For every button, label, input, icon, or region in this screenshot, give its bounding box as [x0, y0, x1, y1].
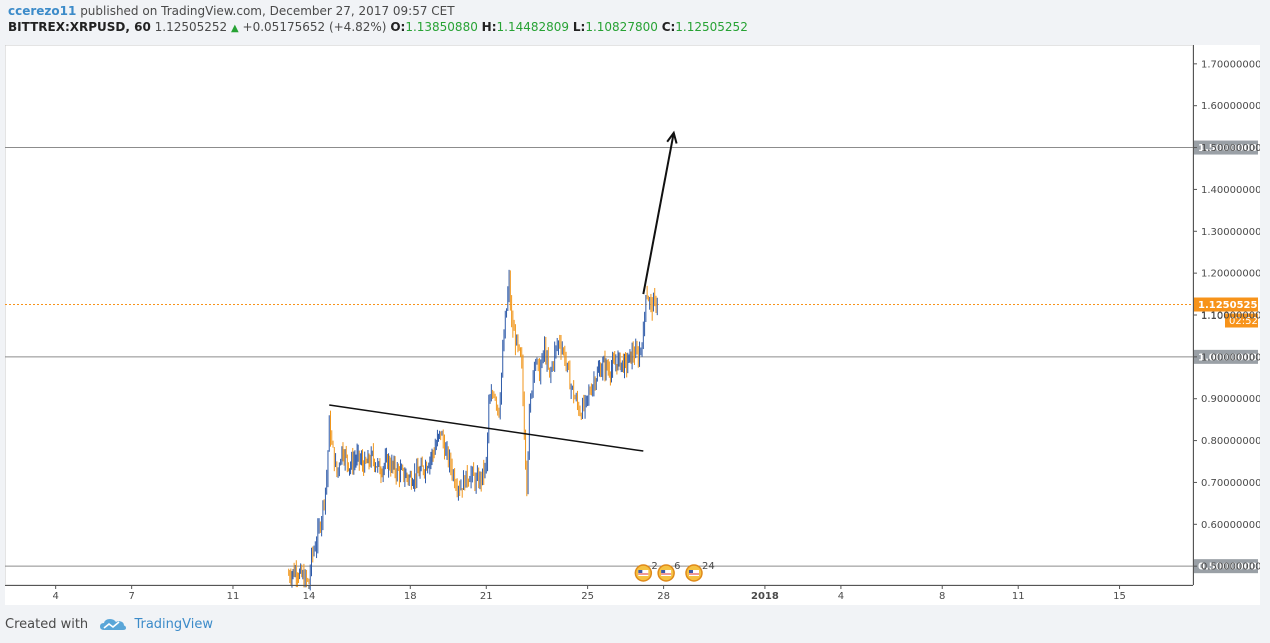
x-tick-label: 4	[838, 591, 844, 602]
x-tick-label: 21	[480, 591, 493, 602]
axes: 0.50000000 0.60000000 0.70000000 0.80000000…	[5, 45, 1260, 602]
drawings	[329, 130, 678, 452]
flag-stripe-bg	[688, 570, 699, 576]
horizontal-levels: 0.50000000 1.00000000 1.50000000 1.12505252…	[5, 140, 1260, 574]
y-tick-label: 1.40000000	[1201, 185, 1260, 196]
level-price-label: 1.00000000	[1198, 352, 1260, 363]
arrow-head	[666, 130, 678, 144]
grid	[5, 45, 1194, 586]
publish-line: ccerezo11 published on TradingView.com, …	[8, 3, 1258, 19]
event-count: 6	[674, 561, 680, 572]
event-count: 24	[702, 561, 715, 572]
symbol-label[interactable]: BITTREX:XRPUSD, 60	[8, 20, 151, 34]
current-price-badge	[1194, 297, 1258, 312]
x-tick-label: 11	[227, 591, 240, 602]
y-tick-label: 1.00000000	[1201, 352, 1260, 363]
y-tick-label: 1.20000000	[1201, 269, 1260, 280]
flag-stripe-bg	[638, 570, 649, 576]
x-tick-label: 2018	[751, 591, 779, 602]
chart-header: ccerezo11 published on TradingView.com, …	[8, 3, 1258, 37]
author-link[interactable]: ccerezo11	[8, 4, 77, 18]
event-badges[interactable]: 2 6 24	[634, 561, 715, 582]
tradingview-cloud-icon	[100, 618, 127, 630]
tradingview-link[interactable]: TradingView	[134, 617, 213, 632]
low-label: L:	[572, 20, 586, 34]
y-tick-label: 1.70000000	[1201, 59, 1260, 70]
created-with-text: Created with	[5, 617, 89, 632]
y-tick-label: 0.50000000	[1201, 562, 1260, 573]
x-tick-label: 28	[657, 591, 670, 602]
high-label: H:	[481, 20, 497, 34]
low-value: 1.10827800	[585, 20, 658, 34]
y-tick-label: 0.80000000	[1201, 436, 1260, 447]
x-tick-label: 14	[303, 591, 316, 602]
event-badge[interactable]: 24	[685, 561, 715, 582]
x-tick-label: 18	[404, 591, 417, 602]
y-tick-label: 1.10000000	[1201, 311, 1260, 322]
x-tick-label: 11	[1012, 591, 1025, 602]
y-tick-label: 1.60000000	[1201, 101, 1260, 112]
level-price-badge	[1194, 140, 1258, 155]
flag-canton	[638, 570, 643, 573]
arrow-line[interactable]	[642, 132, 675, 295]
x-tick-label: 15	[1113, 591, 1126, 602]
x-tick-label: 4	[52, 591, 58, 602]
flag-canton	[661, 570, 666, 573]
flag-canton	[688, 570, 693, 573]
open-value: 1.13850880	[405, 20, 478, 34]
level-price-badge	[1194, 559, 1258, 574]
level-price-label: 1.50000000	[1198, 143, 1260, 154]
published-text: published on TradingView.com, December 2…	[80, 4, 455, 18]
event-badge[interactable]: 2	[634, 561, 658, 582]
price-chart[interactable]: 0.50000000 1.00000000 1.50000000 1.12505252…	[5, 45, 1260, 605]
y-tick-label: 0.60000000	[1201, 520, 1260, 531]
y-tick-label: 1.50000000	[1201, 143, 1260, 154]
level-price-badge	[1194, 349, 1258, 364]
flag-stripe-bg	[661, 570, 672, 576]
chart-area[interactable]: 0.50000000 1.00000000 1.50000000 1.12505252…	[5, 45, 1260, 605]
open-label: O:	[390, 20, 406, 34]
partial-price-tick: 1.100	[1201, 311, 1230, 322]
countdown-label: 02:52	[1229, 316, 1258, 327]
high-value: 1.14482809	[496, 20, 570, 34]
last-price: 1.12505252	[154, 20, 228, 34]
x-tick-label: 8	[939, 591, 945, 602]
close-value: 1.12505252	[675, 20, 748, 34]
change-arrow-icon: ▲	[231, 23, 239, 34]
y-tick-label: 0.90000000	[1201, 394, 1260, 405]
plot-frame	[5, 45, 1194, 586]
countdown-badge	[1225, 313, 1258, 328]
close-label: C:	[661, 20, 676, 34]
x-tick-label: 25	[581, 591, 594, 602]
event-count: 2	[651, 561, 657, 572]
candles	[288, 269, 658, 591]
level-price-label: 0.50000000	[1198, 562, 1260, 573]
trendline[interactable]	[329, 404, 644, 452]
event-badge[interactable]: 6	[657, 561, 681, 582]
change-value: +0.05175652 (+4.82%)	[242, 20, 387, 34]
y-tick-label: 1.30000000	[1201, 227, 1260, 238]
y-tick-label: 0.70000000	[1201, 478, 1260, 489]
x-tick-label: 7	[128, 591, 134, 602]
legend-line: BITTREX:XRPUSD, 60 1.12505252 ▲ +0.05175…	[8, 19, 1258, 37]
current-price-label: 1.12505252	[1198, 300, 1260, 311]
footer: Created with TradingView	[5, 612, 213, 638]
